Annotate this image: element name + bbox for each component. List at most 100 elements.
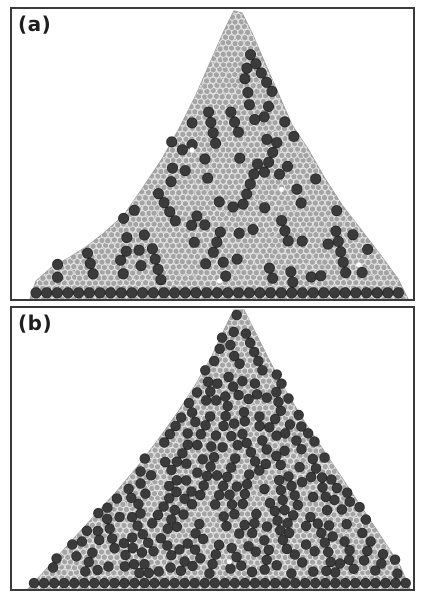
dark-grain: [259, 166, 271, 178]
dark-grain: [331, 482, 343, 494]
dark-grain: [222, 400, 233, 412]
dark-grain: [139, 559, 150, 570]
dark-grain: [263, 262, 275, 274]
dark-grain: [218, 511, 229, 522]
dark-grain: [233, 389, 244, 401]
dark-grain: [249, 346, 260, 358]
dark-grain: [186, 486, 197, 497]
dark-grain: [292, 499, 303, 511]
dark-grain: [218, 420, 229, 432]
dark-grain: [295, 197, 307, 209]
dark-grain: [237, 198, 249, 210]
dark-grain: [358, 555, 370, 566]
dark-grain: [228, 326, 240, 338]
dark-grain: [109, 577, 120, 589]
dark-grain: [102, 502, 113, 513]
dark-grain: [400, 577, 411, 589]
dark-grain: [241, 437, 252, 449]
dark-grain: [370, 577, 381, 589]
dark-grain: [335, 246, 347, 258]
dark-grain: [310, 463, 322, 474]
dark-grain: [82, 247, 94, 259]
dark-grain: [199, 577, 211, 589]
dark-grain: [119, 561, 131, 572]
dark-grain: [210, 137, 222, 149]
dark-grain: [277, 534, 289, 546]
dark-grain: [190, 287, 202, 299]
dark-grain: [38, 577, 50, 589]
dark-grain: [308, 566, 319, 577]
dark-grain: [222, 471, 233, 483]
dark-grain: [288, 130, 300, 142]
dark-grain: [312, 518, 323, 529]
dark-grain: [249, 378, 261, 389]
dark-grain: [200, 365, 211, 376]
dark-grain: [111, 493, 123, 504]
dark-grain: [336, 504, 348, 515]
dark-grain: [132, 520, 143, 531]
dark-grain: [225, 339, 236, 351]
dark-grain: [328, 287, 340, 299]
dark-grain: [389, 554, 401, 565]
dark-grain: [164, 480, 175, 492]
dark-grain: [115, 254, 127, 266]
dark-grain: [213, 196, 225, 208]
dark-grain: [293, 409, 304, 421]
dark-grain: [87, 547, 98, 558]
dark-grain: [239, 73, 251, 85]
dark-grain: [147, 287, 159, 299]
dark-grain: [166, 550, 177, 561]
dark-grain: [169, 215, 181, 227]
dark-grain: [178, 509, 189, 520]
dark-grain: [317, 482, 328, 493]
dark-grain: [171, 456, 183, 467]
dark-grain: [289, 549, 300, 560]
dark-grain: [174, 544, 185, 555]
dark-grain: [291, 183, 303, 195]
dark-grain: [247, 224, 259, 236]
dark-grain: [165, 176, 177, 188]
dark-grain: [315, 270, 327, 282]
dark-grain: [114, 511, 125, 523]
dark-grain: [152, 263, 164, 275]
dark-grain: [80, 566, 91, 577]
dark-grain: [118, 538, 130, 549]
dark-grain: [220, 391, 231, 402]
dark-grain: [305, 471, 317, 483]
dark-grain: [294, 461, 305, 473]
void: [216, 278, 223, 284]
dark-grain: [229, 577, 241, 589]
dark-grain: [234, 152, 246, 164]
dark-grain: [179, 577, 190, 589]
dark-grain: [261, 76, 273, 88]
dark-grain: [212, 378, 223, 389]
dark-grain: [167, 162, 179, 174]
dark-grain: [199, 153, 211, 165]
dark-grain: [330, 567, 341, 578]
dark-grain: [51, 271, 63, 283]
dark-grain: [331, 205, 343, 217]
dark-grain: [282, 235, 294, 247]
dark-grain: [179, 287, 191, 299]
dark-grain: [237, 498, 249, 510]
dark-grain: [289, 490, 300, 501]
dark-grain: [275, 287, 287, 299]
dark-grain: [286, 287, 298, 299]
dark-grain: [166, 464, 177, 476]
dark-grain: [340, 267, 352, 279]
dark-grain: [264, 497, 276, 509]
dark-grain: [239, 488, 251, 500]
dark-grain: [271, 386, 282, 398]
dark-grain: [354, 501, 365, 513]
dark-grain: [267, 146, 279, 158]
dark-grain: [342, 487, 353, 498]
dark-grain: [225, 106, 237, 118]
dark-grain: [183, 397, 195, 409]
dark-grain: [370, 565, 381, 576]
dark-grain: [162, 540, 173, 551]
dark-grain: [211, 287, 223, 299]
dark-grain: [81, 525, 93, 537]
dark-grain: [153, 188, 165, 200]
dark-grain: [133, 498, 144, 510]
dark-grain: [48, 577, 60, 589]
